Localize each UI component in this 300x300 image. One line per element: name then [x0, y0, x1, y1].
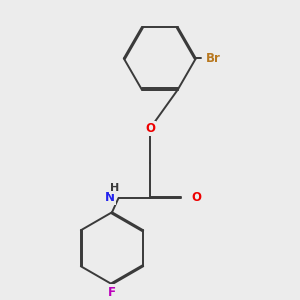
Text: O: O	[145, 122, 155, 135]
Text: H: H	[110, 183, 119, 193]
Text: F: F	[108, 286, 116, 298]
Text: O: O	[191, 191, 201, 204]
Text: Br: Br	[206, 52, 220, 65]
Text: N: N	[105, 191, 115, 204]
